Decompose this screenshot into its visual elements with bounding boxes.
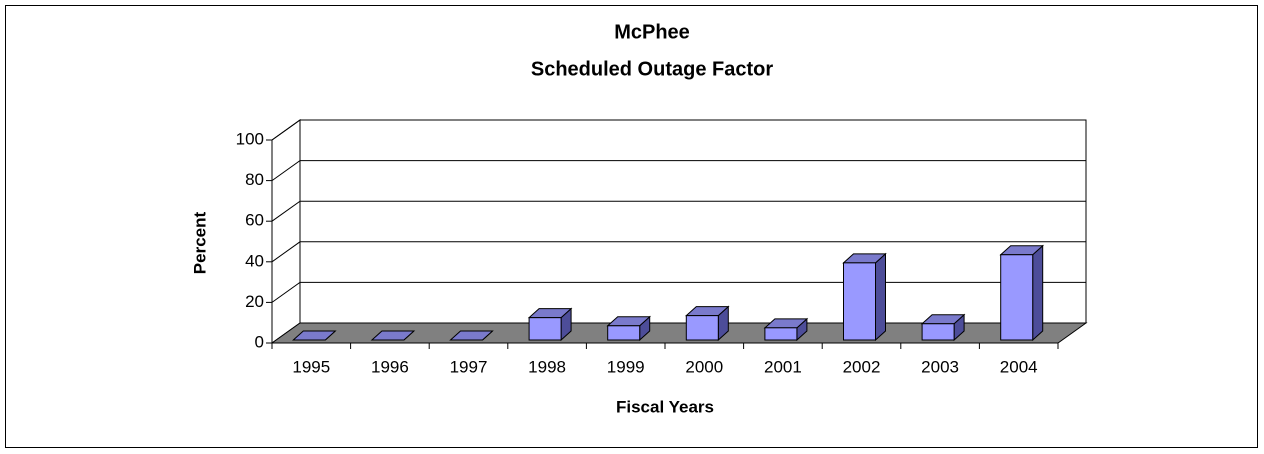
y-tick-label: 20 [245, 292, 264, 311]
grid-line [271, 200, 1086, 222]
x-tick-label: 2002 [843, 357, 881, 376]
bar-front [528, 317, 562, 341]
bar-front [921, 323, 955, 341]
grid-line [271, 241, 1086, 263]
x-tick-label: 1998 [528, 357, 566, 376]
y-tick-label: 40 [245, 251, 264, 270]
bar-front [843, 262, 876, 341]
bar [527, 307, 573, 342]
bar-side [1032, 244, 1044, 342]
x-tick-label: 2003 [921, 357, 959, 376]
x-tick-label: 1995 [292, 357, 330, 376]
x-axis-title: Fiscal Years [616, 397, 714, 416]
bar [842, 252, 887, 342]
x-tick-label: 2004 [1000, 357, 1038, 376]
bar-top [449, 330, 494, 341]
bar [684, 305, 730, 342]
bar-front [685, 315, 719, 341]
x-tick-label: 2000 [685, 357, 723, 376]
grid-line [271, 281, 1086, 303]
bar [920, 313, 966, 342]
bar-front [1000, 254, 1034, 341]
grid-line [271, 160, 1086, 182]
chart-title: McPhee [614, 21, 690, 43]
y-tick-label: 100 [236, 129, 264, 148]
x-tick-label: 1997 [450, 357, 488, 376]
chart-subtitle: Scheduled Outage Factor [531, 58, 773, 80]
x-tick-label: 1999 [607, 357, 645, 376]
back-wall [299, 119, 1087, 324]
bar [999, 244, 1045, 342]
bar [370, 330, 416, 341]
bar [449, 330, 494, 341]
bar-top [370, 330, 416, 341]
side-wall [271, 119, 301, 344]
bar-front [764, 327, 798, 341]
grid-line [271, 119, 1086, 141]
y-tick-label: 0 [255, 332, 264, 351]
y-tick-label: 60 [245, 211, 264, 230]
bar-front [607, 325, 641, 341]
bar-side [875, 252, 886, 342]
bar-top [291, 330, 337, 341]
y-tick-label: 80 [245, 170, 264, 189]
bar [291, 330, 337, 341]
x-tick-label: 1996 [371, 357, 409, 376]
bar [763, 317, 809, 342]
x-tick-label: 2001 [764, 357, 802, 376]
bar [606, 315, 652, 342]
y-axis-title: Percent [190, 211, 209, 274]
